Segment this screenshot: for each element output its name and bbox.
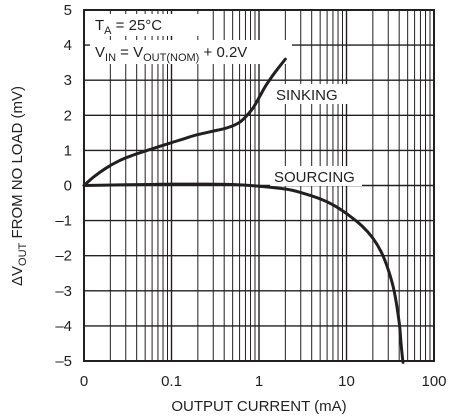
x-tick-label: 10: [338, 373, 355, 390]
vin-label-b-sub: OUT(NOM): [143, 52, 199, 64]
y-axis-title-pre: ΔV: [9, 266, 26, 286]
y-tick-label: 4: [64, 37, 72, 54]
temp-label-sub: A: [104, 25, 112, 37]
y-axis-title-sub: OUT: [17, 242, 29, 266]
condition-label-vin: VIN = VOUT(NOM) + 0.2V: [90, 40, 292, 64]
y-axis-title-post: FROM NO LOAD (mV): [9, 86, 26, 243]
vin-label-post: + 0.2V: [199, 44, 247, 61]
y-tick-label: 2: [64, 107, 72, 124]
plot-frame: [83, 9, 435, 362]
y-tick-labels: 5 4 3 2 1 0 –1 –2 –3 –4 –5: [55, 2, 72, 370]
x-axis-title: OUTPUT CURRENT (mA): [171, 398, 346, 415]
y-tick-label: 0: [64, 178, 72, 195]
condition-label-temperature: TA = 25°C: [90, 14, 202, 37]
series-label-sourcing: SOURCING: [274, 169, 355, 186]
y-tick-label: –5: [55, 353, 72, 370]
vin-label-mid: = V: [116, 44, 143, 61]
vin-label-a: V: [95, 44, 105, 61]
vin-label-a-sub: IN: [105, 52, 116, 64]
y-tick-label: –3: [55, 283, 72, 300]
y-tick-label: –2: [55, 248, 72, 265]
y-axis-title: ΔVOUT FROM NO LOAD (mV): [9, 86, 29, 286]
y-tick-label: 1: [64, 142, 72, 159]
temp-label-pre: T: [95, 17, 104, 34]
y-tick-label: 5: [64, 2, 72, 19]
x-tick-label: 100: [421, 373, 446, 390]
sinking-label-bg: [272, 84, 352, 104]
x-tick-label: 1: [255, 373, 263, 390]
svg-text:TA = 25°C: TA = 25°C: [95, 17, 162, 37]
svg-text:VIN = VOUT(NOM) + 0.2V: VIN = VOUT(NOM) + 0.2V: [95, 44, 247, 64]
x-tick-label: 0: [80, 373, 88, 390]
y-tick-label: –4: [55, 318, 72, 335]
y-tick-label: 3: [64, 72, 72, 89]
sourcing-label-bg: [270, 166, 362, 186]
series-label-sinking: SINKING: [276, 87, 338, 104]
x-tick-labels: 0 0.1 1 10 100: [80, 373, 447, 390]
temp-label-post: = 25°C: [112, 17, 163, 34]
y-tick-label: –1: [55, 213, 72, 230]
series-line-sinking: [82, 57, 287, 187]
series-line-sourcing: [82, 182, 405, 364]
x-tick-label: 0.1: [161, 373, 182, 390]
